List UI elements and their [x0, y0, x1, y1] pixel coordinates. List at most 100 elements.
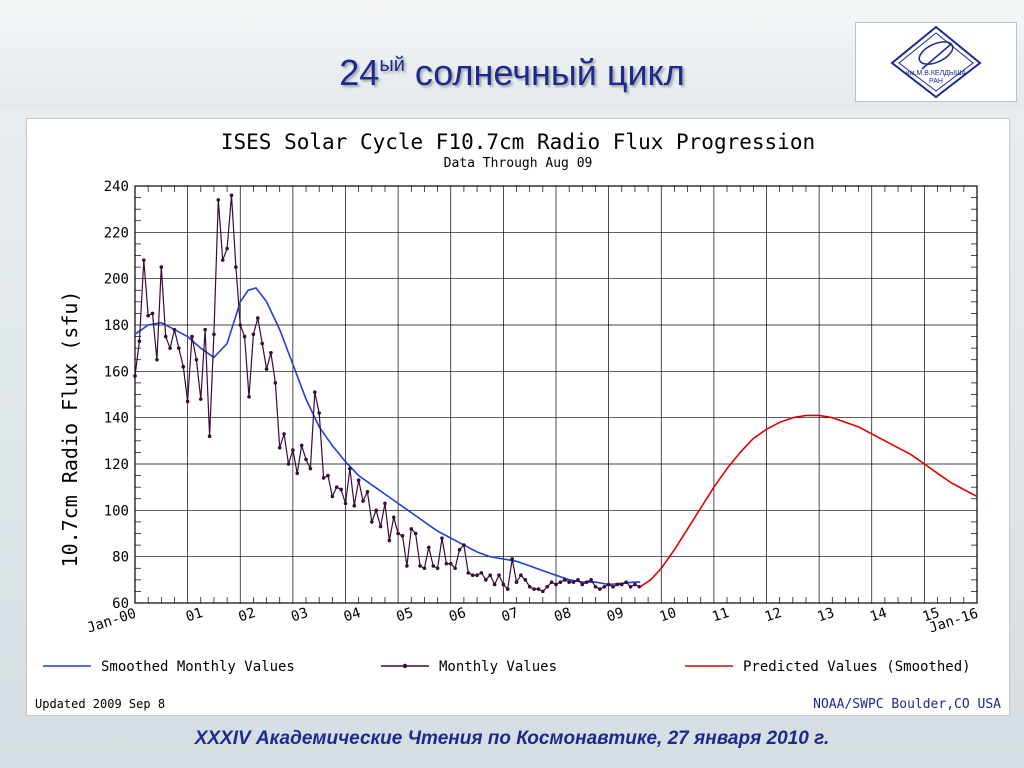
data-point: [541, 589, 545, 594]
data-point: [628, 584, 633, 589]
data-point: [501, 582, 506, 587]
data-point: [606, 582, 611, 587]
x-tick-label: 01: [184, 605, 205, 625]
y-tick-label: 200: [104, 272, 129, 288]
data-point: [155, 357, 159, 362]
legend-label: Predicted Values (Smoothed): [743, 659, 971, 675]
y-tick-labels: 60 80 100 120 140 160 180 200 220 240: [104, 179, 129, 612]
data-point: [269, 351, 273, 355]
data-point: [488, 573, 493, 577]
data-point: [172, 327, 177, 332]
data-point: [234, 265, 238, 269]
data-point: [549, 580, 554, 584]
data-point: [475, 573, 479, 577]
data-point: [220, 258, 225, 262]
data-point: [405, 564, 409, 568]
y-tick-label: 80: [112, 550, 129, 566]
legend: Smoothed Monthly Values Monthly Values Pre…: [43, 659, 971, 675]
data-point: [536, 587, 541, 591]
data-point: [133, 374, 137, 378]
data-point: [247, 395, 251, 399]
x-tick-label: 07: [500, 605, 521, 625]
data-point: [194, 357, 199, 362]
data-point: [505, 587, 510, 591]
data-point: [273, 381, 278, 385]
data-point: [374, 508, 378, 513]
flux-chart: ISES Solar Cycle F10.7cm Radio Flux Prog…: [35, 130, 1001, 712]
data-point: [431, 564, 436, 568]
data-point: [308, 466, 313, 471]
data-point: [330, 494, 335, 499]
data-point: [409, 527, 414, 531]
logo-caption: им.М.В.КЕЛДЫША: [906, 70, 967, 77]
data-point: [444, 561, 449, 566]
data-point: [313, 390, 317, 394]
x-tick-label: 06: [447, 605, 468, 625]
data-point: [141, 258, 146, 262]
data-point: [584, 580, 589, 584]
y-tick-label: 120: [104, 457, 129, 473]
data-point: [619, 582, 624, 587]
data-point: [448, 561, 453, 566]
data-point: [470, 573, 475, 577]
data-point: [510, 557, 514, 561]
x-tick-label: 05: [394, 605, 415, 625]
y-tick-label: 220: [104, 225, 129, 241]
x-tick-label: 10: [658, 605, 679, 625]
data-point: [317, 411, 321, 415]
x-tick-label: 13: [815, 605, 836, 625]
data-point: [299, 443, 304, 448]
x-tick-label: 09: [605, 605, 626, 625]
data-point: [422, 566, 427, 571]
data-point: [146, 313, 150, 318]
x-tick-label: 03: [289, 605, 310, 625]
series-lines: [133, 193, 978, 594]
data-point: [435, 566, 440, 571]
x-tick-label: 12: [763, 605, 784, 625]
y-tick-label: 60: [112, 596, 129, 612]
data-point: [462, 543, 466, 547]
data-point: [177, 346, 181, 350]
series-line: [134, 286, 641, 586]
data-point: [378, 524, 383, 529]
data-point: [264, 367, 269, 371]
data-point: [348, 466, 352, 471]
data-point: [457, 547, 462, 552]
data-point: [304, 457, 308, 462]
data-point: [396, 531, 400, 536]
x-tick-label: 14: [868, 605, 889, 625]
data-point: [567, 580, 571, 584]
x-tick-label: 04: [342, 605, 363, 625]
data-point: [580, 582, 585, 587]
data-point: [562, 578, 567, 582]
y-tick-label: 240: [104, 179, 129, 195]
footer-caption: XXXIV Академические Чтения по Космонавти…: [194, 728, 830, 749]
data-point: [159, 265, 164, 269]
data-point: [370, 520, 374, 524]
data-point: [576, 578, 580, 582]
data-point: [532, 587, 536, 591]
data-point: [203, 327, 207, 332]
data-point: [163, 334, 168, 339]
data-point: [593, 584, 598, 589]
data-point: [339, 487, 343, 492]
data-point: [251, 332, 256, 337]
chart-title: ISES Solar Cycle F10.7cm Radio Flux Prog…: [221, 130, 815, 154]
data-point: [260, 341, 264, 346]
header-band: [0, 0, 1024, 108]
y-axis-label: 10.7cm Radio Flux (sfu): [58, 291, 82, 568]
data-point: [185, 399, 190, 404]
data-point: [356, 478, 361, 483]
y-tick-label: 180: [104, 318, 129, 334]
data-point: [352, 503, 357, 508]
series-line: [134, 195, 640, 593]
data-point: [334, 485, 339, 489]
data-point: [633, 582, 637, 587]
data-point: [571, 580, 576, 584]
data-point: [365, 490, 370, 494]
data-point: [545, 584, 550, 589]
data-point: [400, 534, 405, 538]
data-point: [212, 332, 216, 337]
data-point: [527, 584, 532, 589]
data-point: [391, 515, 396, 520]
